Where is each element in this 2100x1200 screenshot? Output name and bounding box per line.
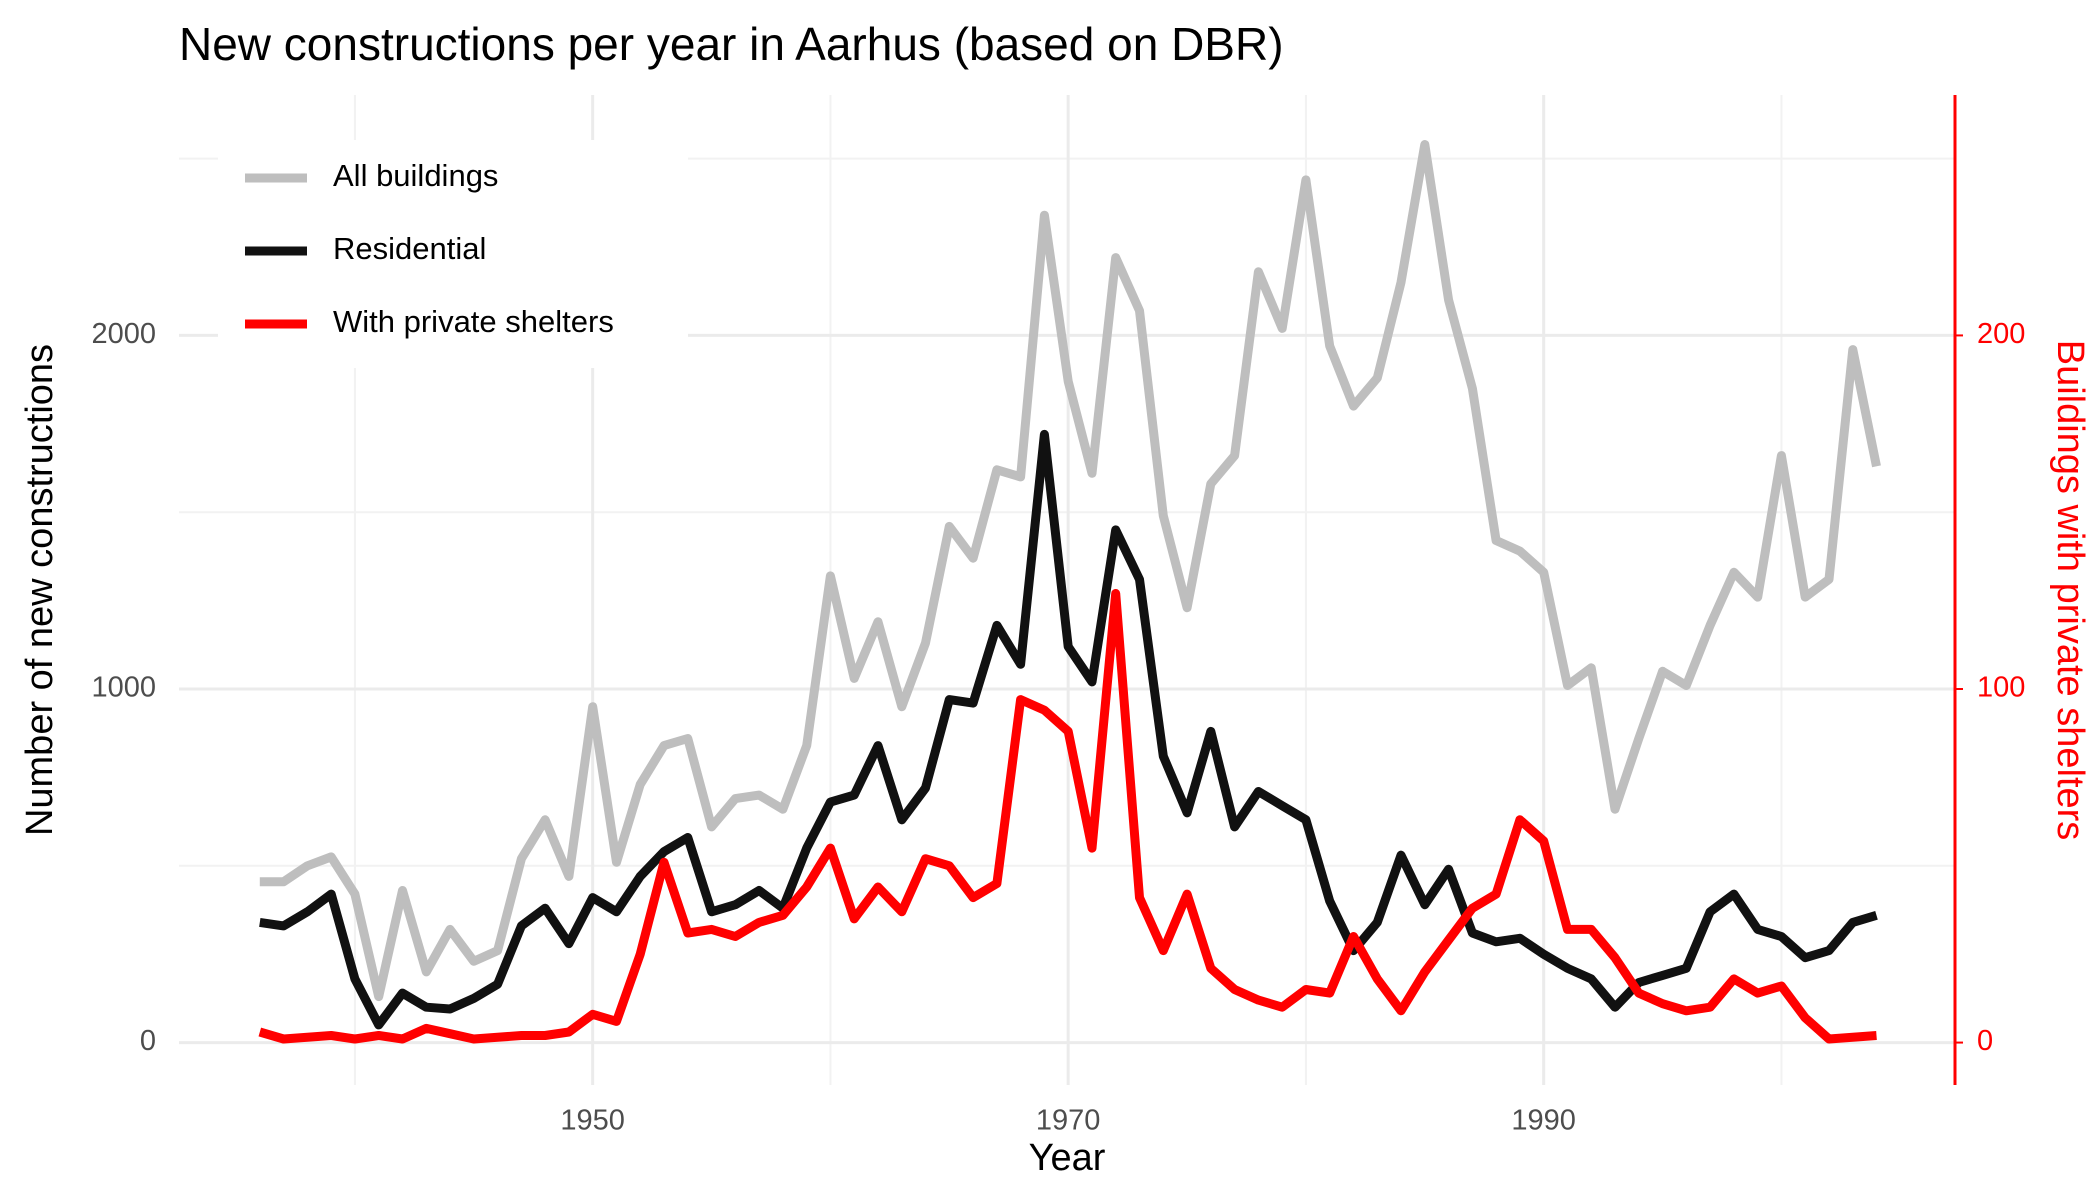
- data-line: [259, 140, 1881, 1002]
- y-tick-label: 2000: [91, 318, 156, 350]
- y-axis-title: Number of new constructions: [19, 344, 61, 836]
- y2-axis-title: Buildings with private shelters: [2049, 340, 2091, 841]
- legend-label: Residential: [333, 231, 486, 266]
- legend: All buildings Residential With private she…: [218, 140, 688, 368]
- x-tick-label: 1970: [1036, 1105, 1101, 1137]
- chart-title: New constructions per year in Aarhus (ba…: [179, 18, 1284, 70]
- legend-label: With private shelters: [333, 304, 614, 339]
- data-line: [259, 429, 1878, 1030]
- y-tick-label: 0: [140, 1025, 156, 1057]
- y2-tick-label: 100: [1977, 672, 2025, 704]
- y-tick-label: 1000: [91, 672, 156, 704]
- x-tick-label: 1950: [560, 1105, 625, 1137]
- data-line: [258, 589, 1877, 1044]
- legend-label: All buildings: [333, 158, 498, 193]
- y2-tick-label: 200: [1977, 318, 2025, 350]
- x-tick-label: 1990: [1511, 1105, 1576, 1137]
- y2-tick-label: 0: [1977, 1025, 1993, 1057]
- x-axis-title: Year: [1029, 1137, 1106, 1179]
